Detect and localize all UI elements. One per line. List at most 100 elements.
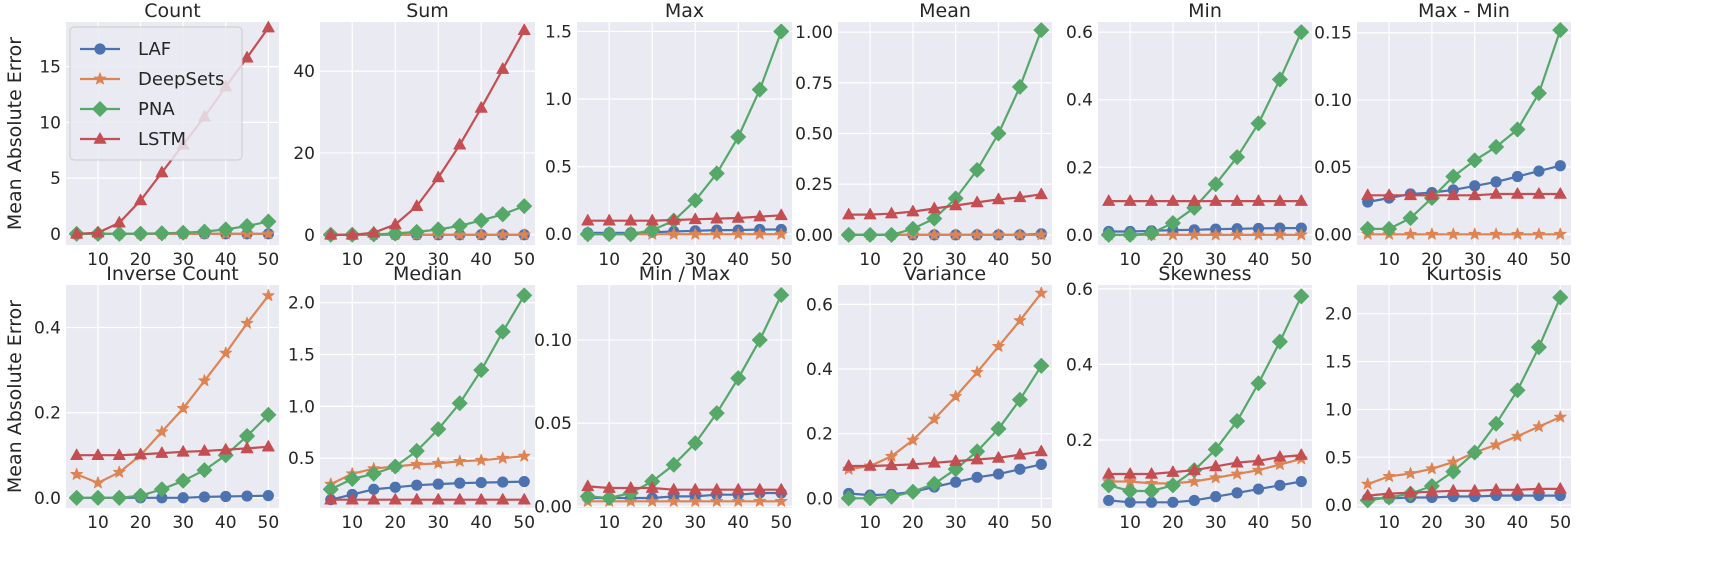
data-point bbox=[688, 494, 702, 507]
data-point bbox=[239, 218, 255, 234]
data-point bbox=[1273, 450, 1287, 462]
series-line bbox=[330, 480, 525, 501]
data-point bbox=[112, 216, 126, 228]
data-point bbox=[1102, 467, 1116, 479]
y-tick-label: 0.0 bbox=[1325, 496, 1352, 516]
data-point bbox=[388, 493, 402, 505]
data-point bbox=[262, 490, 274, 502]
x-tick-label: 20 bbox=[384, 250, 406, 270]
data-point bbox=[1553, 482, 1567, 494]
y-tick-label: 15 bbox=[39, 58, 61, 78]
data-point bbox=[1123, 194, 1137, 206]
y-tick-label: 0.4 bbox=[34, 319, 61, 339]
legend-marker bbox=[92, 101, 108, 117]
data-point bbox=[950, 476, 962, 488]
data-point bbox=[1100, 226, 1117, 243]
y-tick-label: 2.0 bbox=[1325, 305, 1352, 325]
data-point bbox=[70, 467, 83, 480]
x-tick-label: 40 bbox=[988, 513, 1010, 533]
data-point bbox=[1033, 357, 1050, 374]
data-point bbox=[730, 370, 747, 387]
data-point bbox=[601, 226, 618, 243]
series-line bbox=[1367, 487, 1561, 497]
data-point bbox=[217, 221, 234, 238]
x-tick-label: 40 bbox=[1248, 513, 1270, 533]
y-tick-label: 0.0 bbox=[806, 489, 833, 509]
series-line bbox=[1367, 494, 1561, 500]
data-point bbox=[687, 192, 704, 209]
data-point bbox=[1102, 194, 1116, 206]
x-tick-label: 50 bbox=[770, 513, 792, 533]
data-point bbox=[1553, 187, 1567, 199]
series-line bbox=[848, 292, 1043, 471]
y-tick-label: 2.0 bbox=[288, 294, 315, 314]
series-line bbox=[587, 294, 783, 500]
y-axis-label: Mean Absolute Error bbox=[4, 37, 26, 230]
data-point bbox=[496, 451, 510, 464]
data-point bbox=[645, 481, 659, 493]
data-point bbox=[1273, 457, 1287, 470]
data-point bbox=[774, 482, 788, 495]
data-point bbox=[430, 421, 447, 438]
x-tick-label: 30 bbox=[1205, 250, 1227, 270]
data-point bbox=[410, 199, 424, 211]
x-tick-label: 50 bbox=[1290, 513, 1312, 533]
data-point bbox=[1229, 149, 1245, 166]
series-lstm bbox=[324, 23, 531, 240]
series-line bbox=[1367, 416, 1561, 486]
data-point bbox=[885, 458, 898, 471]
y-tick-label: 0.10 bbox=[534, 331, 572, 351]
series-lstm bbox=[1102, 194, 1308, 206]
subplot-max: 10 20 30 40 50 0.0 0.5 1.0 1.5 Max bbox=[545, 0, 792, 270]
data-point bbox=[1531, 339, 1547, 356]
data-point bbox=[112, 448, 126, 461]
series-line bbox=[1108, 295, 1303, 493]
data-point bbox=[1425, 485, 1439, 497]
data-point bbox=[1272, 333, 1288, 350]
data-point bbox=[1295, 475, 1307, 488]
data-point bbox=[581, 213, 595, 226]
data-point bbox=[602, 481, 616, 493]
x-tick-label: 50 bbox=[1030, 250, 1052, 270]
x-tick-label: 50 bbox=[258, 513, 280, 533]
data-point bbox=[1100, 477, 1117, 494]
subplot-min: 10 20 30 40 50 0.0 0.2 0.4 0.6 Min bbox=[1066, 0, 1312, 270]
data-point bbox=[474, 228, 488, 241]
data-point bbox=[710, 482, 724, 495]
data-point bbox=[1425, 227, 1439, 240]
series-lstm bbox=[1102, 448, 1308, 479]
y-tick-label: 0.6 bbox=[1066, 280, 1093, 300]
data-point bbox=[240, 50, 254, 63]
data-point bbox=[905, 220, 921, 237]
x-tick-label: 10 bbox=[341, 513, 363, 533]
data-point bbox=[1446, 188, 1460, 201]
x-tick-label: 10 bbox=[341, 250, 363, 270]
data-point bbox=[710, 494, 724, 507]
data-point bbox=[431, 456, 445, 469]
data-point bbox=[411, 479, 423, 491]
series-line bbox=[587, 214, 782, 222]
data-point bbox=[906, 457, 920, 470]
data-point bbox=[241, 490, 253, 502]
plot-background bbox=[320, 22, 535, 245]
data-point bbox=[388, 217, 402, 230]
data-point bbox=[842, 459, 856, 471]
x-tick-label: 30 bbox=[684, 513, 706, 533]
data-point bbox=[688, 482, 702, 495]
data-point bbox=[774, 227, 788, 240]
data-point bbox=[1361, 477, 1374, 490]
subplot-title: Max - Min bbox=[1418, 0, 1510, 22]
data-point bbox=[774, 208, 788, 221]
data-point bbox=[453, 454, 467, 467]
legend-box bbox=[69, 26, 243, 161]
data-point bbox=[220, 490, 232, 503]
data-point bbox=[773, 287, 790, 303]
data-point bbox=[1294, 448, 1308, 460]
legend-marker bbox=[93, 132, 107, 144]
series-line bbox=[1367, 296, 1562, 502]
data-point bbox=[387, 225, 404, 242]
subplot-title: Sum bbox=[406, 0, 449, 22]
x-tick-label: 20 bbox=[641, 513, 663, 533]
data-point bbox=[1533, 165, 1545, 177]
y-tick-label: 0.05 bbox=[534, 414, 572, 434]
